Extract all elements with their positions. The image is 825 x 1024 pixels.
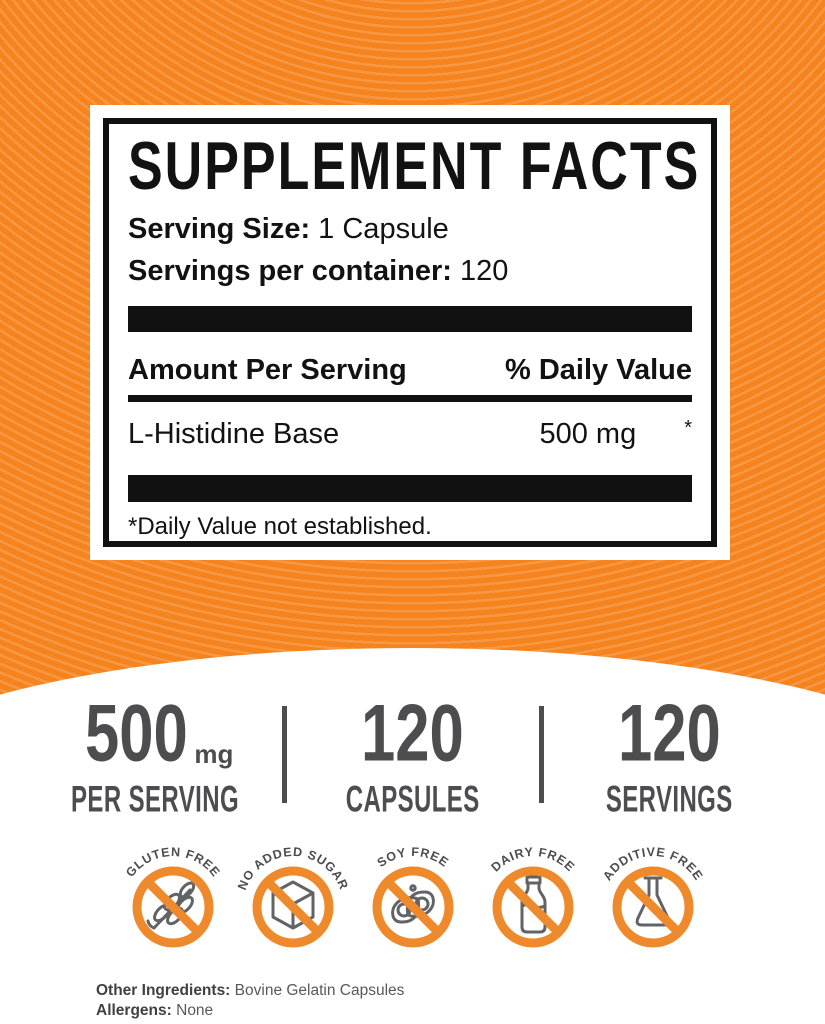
badge-soy-free: SOY FREE (357, 843, 469, 957)
no-slash-ring (372, 866, 453, 948)
ingredients-footer: Other Ingredients: Bovine Gelatin Capsul… (96, 981, 404, 1021)
header-rule (128, 395, 692, 402)
amount-per-serving-header: Amount Per Serving (128, 354, 407, 386)
divider-bar-bottom (128, 475, 692, 502)
servings-per-container-line: Servings per container: 120 (128, 252, 692, 290)
stat-per-serving-label: PER SERVING (71, 779, 240, 820)
badge-dairy-free: DAIRY FREE (477, 843, 589, 957)
other-ingredients-value: Bovine Gelatin Capsules (230, 982, 405, 999)
servings-per-container-value: 120 (451, 255, 509, 287)
facts-title: SUPPLEMENT FACTS (128, 129, 701, 205)
stat-capsules-value: 120 (361, 688, 464, 778)
stat-servings: 120 SERVINGS (561, 688, 779, 818)
allergens-line: Allergens: None (96, 1001, 404, 1021)
facts-column-header: Amount Per Serving % Daily Value (128, 354, 692, 386)
other-ingredients-line: Other Ingredients: Bovine Gelatin Capsul… (96, 981, 404, 1001)
stat-capsules-label: CAPSULES (345, 779, 480, 820)
no-slash-ring (252, 866, 333, 948)
servings-per-container-label: Servings per container: (128, 255, 452, 287)
serving-size-label: Serving Size: (128, 213, 311, 245)
stat-servings-number: 120 (561, 688, 779, 778)
daily-value-header: % Daily Value (505, 354, 692, 386)
stat-per-serving-unit: mg (194, 739, 234, 769)
stat-per-serving-value: 500 (84, 688, 188, 778)
facts-border-box: SUPPLEMENT FACTS Serving Size: 1 Capsule… (103, 118, 717, 547)
supplement-facts-panel: SUPPLEMENT FACTS Serving Size: 1 Capsule… (90, 105, 730, 560)
other-ingredients-label: Other Ingredients: (96, 982, 231, 999)
ingredient-daily-value: * (684, 417, 692, 439)
stat-servings-label: SERVINGS (606, 779, 733, 820)
serving-size-line: Serving Size: 1 Capsule (128, 210, 692, 248)
no-slash-ring (132, 866, 213, 948)
table-row: L-Histidine Base 500 mg * (128, 416, 692, 455)
stat-capsules: 120 CAPSULES (304, 688, 522, 818)
stat-servings-value: 120 (618, 688, 721, 778)
stat-divider (538, 706, 544, 803)
no-slash-ring (492, 866, 573, 948)
badge-additive-free: ADDITIVE FREE (597, 843, 709, 957)
free-from-badges: GLUTEN FREE NO ADDED SUGAR (0, 843, 825, 957)
no-slash-ring (612, 866, 693, 948)
stat-divider (281, 706, 287, 803)
ingredient-name: L-Histidine Base (128, 418, 340, 450)
badge-no-added-sugar: NO ADDED SUGAR (237, 843, 349, 957)
daily-value-footnote: *Daily Value not established. (128, 513, 432, 540)
stat-per-serving-number: 500 mg (47, 688, 265, 778)
badge-gluten-free: GLUTEN FREE (117, 843, 229, 957)
allergens-value: None (171, 1002, 214, 1019)
serving-size-value: 1 Capsule (310, 213, 449, 245)
divider-bar-top (128, 306, 692, 332)
stat-per-serving: 500 mg PER SERVING (47, 688, 265, 818)
curved-white-section (0, 648, 825, 1024)
allergens-label: Allergens: (96, 1002, 172, 1019)
ingredient-amount: 500 mg (539, 418, 637, 450)
facts-title-wrap: SUPPLEMENT FACTS (128, 132, 698, 204)
stat-capsules-number: 120 (304, 688, 522, 778)
badge-soy-free-label: SOY FREE (374, 845, 451, 870)
stats-band: 500 mg PER SERVING 120 CAPSULES 120 SERVI… (0, 688, 825, 818)
